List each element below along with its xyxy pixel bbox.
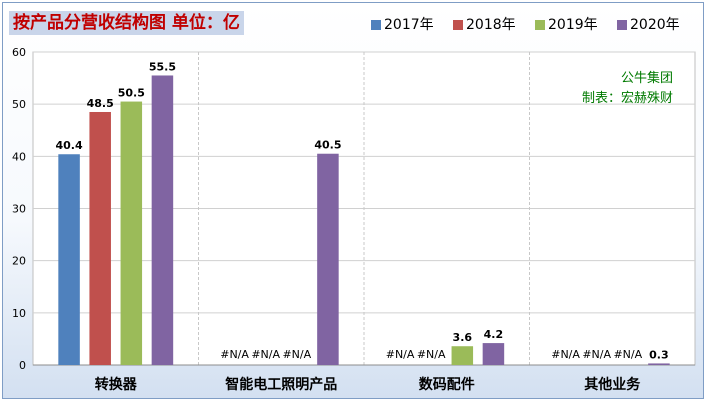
y-tick-label: 40 xyxy=(12,150,26,163)
x-category-label: 转换器 xyxy=(95,376,138,393)
x-category-label: 智能电工照明产品 xyxy=(224,376,337,393)
legend-swatch xyxy=(535,20,545,30)
data-label: 4.2 xyxy=(484,328,504,341)
chart-title: 按产品分营收结构图 单位：亿 xyxy=(9,11,244,35)
y-tick-label: 10 xyxy=(12,307,26,320)
data-label: 0.3 xyxy=(649,348,669,361)
x-category-label: 数码配件 xyxy=(419,376,475,393)
data-label: 50.5 xyxy=(118,87,145,100)
data-label: 48.5 xyxy=(87,97,114,110)
data-label: 3.6 xyxy=(453,331,473,344)
bar xyxy=(451,346,474,365)
bar xyxy=(151,75,174,365)
y-tick-label: 30 xyxy=(12,203,26,216)
x-category-label: 其他业务 xyxy=(584,376,641,393)
legend-label: 2019年 xyxy=(548,17,598,33)
bar xyxy=(89,111,111,365)
data-label-na: #N/A xyxy=(582,348,611,361)
legend-swatch xyxy=(453,20,463,30)
y-tick-label: 50 xyxy=(12,98,26,111)
legend-label: 2017年 xyxy=(384,17,434,33)
source-note: 公牛集团 制表：宏赫殊财 xyxy=(543,69,673,109)
y-tick-label: 60 xyxy=(12,46,26,59)
source-credit: 制表：宏赫殊财 xyxy=(581,91,673,106)
data-label-na: #N/A xyxy=(251,348,280,361)
legend-swatch xyxy=(371,20,381,30)
data-label-na: #N/A xyxy=(220,348,249,361)
legend-item: 2019年 xyxy=(535,15,598,35)
legend-swatch xyxy=(617,20,627,30)
legend-label: 2018年 xyxy=(466,17,516,33)
data-label-na: #N/A xyxy=(551,348,580,361)
source-company: 公牛集团 xyxy=(620,71,673,86)
data-label-na: #N/A xyxy=(417,348,446,361)
y-tick-label: 0 xyxy=(19,359,26,372)
legend-item: 2020年 xyxy=(617,15,680,35)
legend-item: 2017年 xyxy=(371,15,434,35)
bar xyxy=(482,343,505,365)
data-label: 40.5 xyxy=(314,139,341,152)
legend-label: 2020年 xyxy=(630,17,680,33)
y-tick-label: 20 xyxy=(12,255,26,268)
bar xyxy=(58,154,80,365)
bar xyxy=(120,101,143,365)
chart-frame: 按产品分营收结构图 单位：亿 2017年 2018年 2019年 2020年 0 10 2… xyxy=(2,2,704,399)
data-label-na: #N/A xyxy=(282,348,311,361)
data-label: 55.5 xyxy=(149,60,176,73)
data-label-na: #N/A xyxy=(613,348,642,361)
data-label-na: #N/A xyxy=(386,348,415,361)
data-label: 40.4 xyxy=(56,139,83,152)
bar xyxy=(317,153,339,365)
bar xyxy=(648,363,670,365)
legend-item: 2018年 xyxy=(453,15,516,35)
